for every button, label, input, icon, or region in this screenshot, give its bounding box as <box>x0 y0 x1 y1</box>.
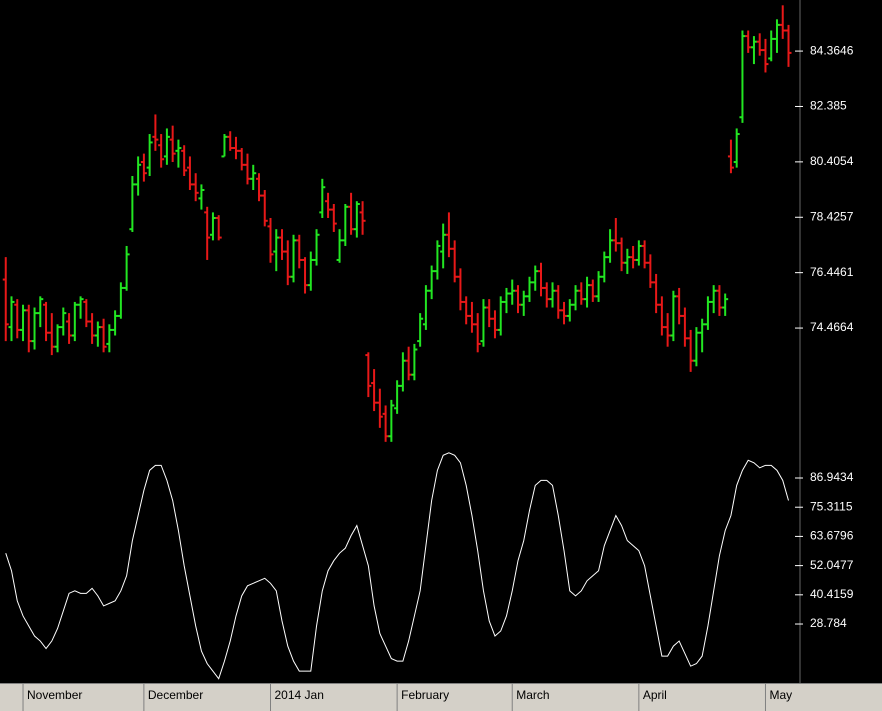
y-tick-label: 75.3115 <box>810 499 853 513</box>
x-tick-label: May <box>769 688 792 702</box>
y-tick-label: 76.4461 <box>810 265 854 279</box>
y-tick-label: 63.6796 <box>810 529 854 543</box>
y-tick-label: 80.4054 <box>810 154 854 168</box>
y-tick-label: 28.784 <box>810 616 847 630</box>
y-tick-label: 52.0477 <box>810 558 854 572</box>
y-tick-label: 78.4257 <box>810 209 854 223</box>
y-tick-label: 82.385 <box>810 99 847 113</box>
y-tick-label: 86.9434 <box>810 470 854 484</box>
x-tick-label: April <box>643 688 667 702</box>
x-tick-label: February <box>401 688 449 702</box>
x-tick-label: December <box>148 688 203 702</box>
y-tick-label: 84.3646 <box>810 43 854 57</box>
time-axis-bar <box>0 683 882 711</box>
oscillator-line <box>5 452 789 680</box>
x-tick-label: November <box>27 688 82 702</box>
x-tick-label: 2014 Jan <box>275 688 324 702</box>
y-tick-label: 40.4159 <box>810 587 854 601</box>
x-tick-label: March <box>516 688 549 702</box>
y-tick-label: 74.4664 <box>810 320 854 334</box>
